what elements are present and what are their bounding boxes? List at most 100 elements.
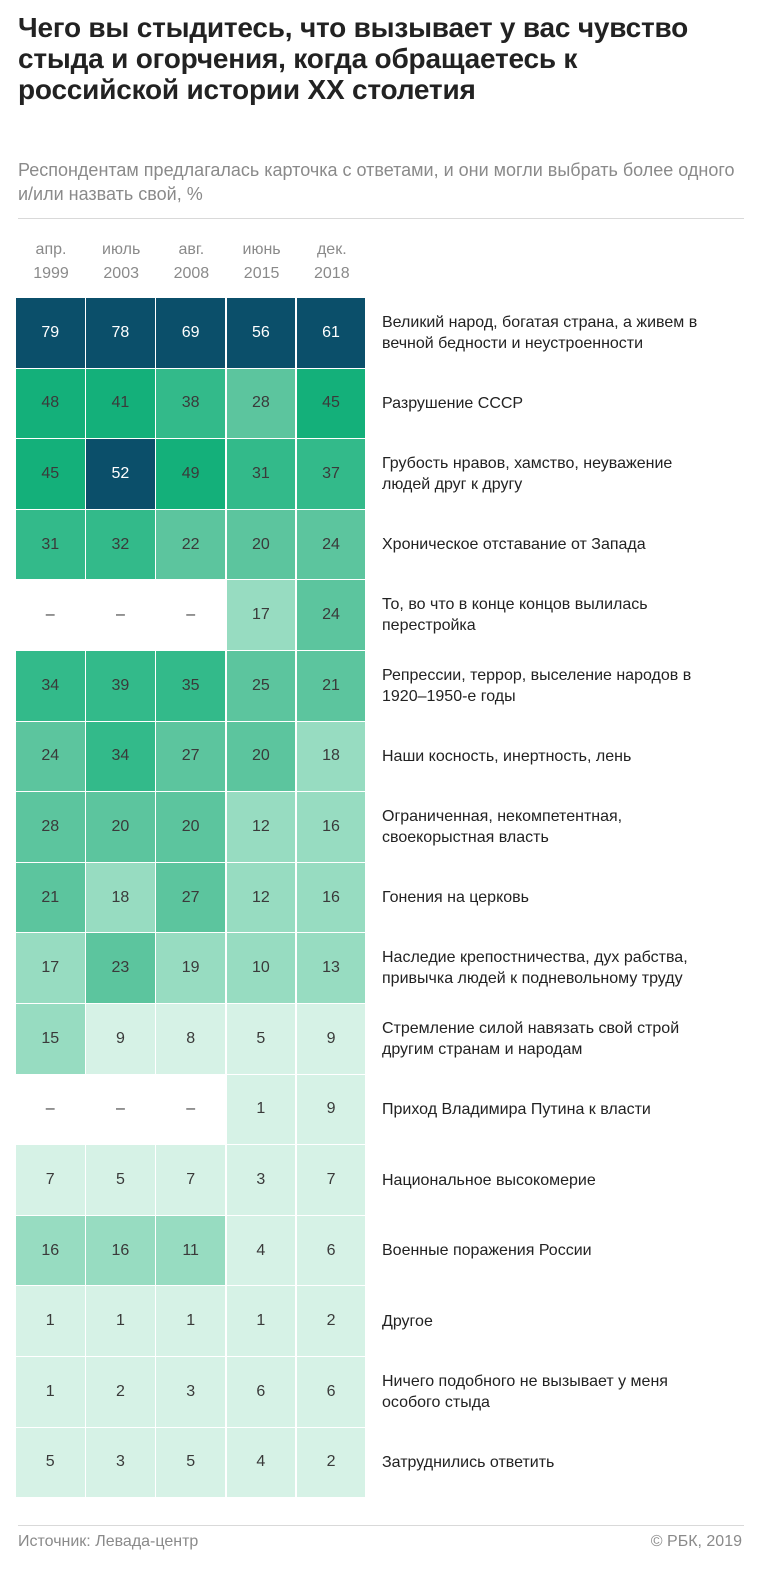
heatmap-cell: 4 [226,1427,296,1498]
row-label: Грубость нравов, хамство, неуважение люд… [382,455,673,494]
heatmap-cell: 1 [226,1074,296,1145]
row-label: Наследие крепостничества, дух рабства, п… [382,949,688,988]
heatmap-cell: 34 [86,721,155,792]
heatmap-cell: 52 [86,439,155,509]
row-label: Разрушение СССР [382,395,524,413]
row-label: То, во что в конце концов вылилась перес… [382,596,648,635]
row-label: Затруднились ответить [382,1454,555,1472]
heatmap-cell: 5 [86,1145,155,1215]
heatmap-cell: 49 [156,439,225,509]
heatmap-cell: 2 [296,1427,366,1498]
heatmap-cell: 18 [86,862,155,933]
column-header-year: 1999 [33,265,69,282]
heatmap-cell: 5 [226,1004,296,1074]
heatmap-row: 7 5 7 3 7 Национальное высокомерие [16,1145,744,1216]
heatmap-cell: 16 [296,792,366,862]
row-label: Военные поражения России [382,1242,592,1260]
heatmap-cell: 32 [86,509,155,580]
heatmap-cell: 25 [226,651,296,721]
heatmap-cell: 35 [156,651,225,721]
row-label: Репрессии, террор, выселение народов в 1… [382,667,692,705]
heatmap-cell: 3 [226,1145,296,1215]
copyright-note: © РБК, 2019 [650,1533,742,1550]
column-header-month: июль [102,241,141,258]
row-label: Ограниченная, некомпетентная, своекорыст… [382,808,623,847]
column-header-year: 2018 [314,265,350,282]
heatmap-cell: 12 [226,792,296,862]
heatmap-cell: 34 [16,651,85,721]
source-note: Источник: Левада-центр [18,1533,199,1550]
heatmap-cell: 37 [296,439,366,509]
heatmap-cell: 23 [86,933,155,1003]
heatmap-cell: 6 [296,1215,366,1286]
heatmap-cell: 20 [86,792,155,862]
heatmap-row: 16 16 11 4 6 Военные поражения России [16,1215,744,1287]
heatmap-cell: 7 [296,1145,366,1215]
heatmap-cell: 21 [16,862,85,933]
heatmap-cell: 1 [16,1357,85,1427]
chart-subtitle: Респондентам предлагалась карточка с отв… [18,160,735,204]
heatmap-row: 5 3 5 4 2 Затруднились ответить [16,1427,744,1499]
heatmap-cell: 28 [16,792,85,862]
heatmap-cell: 4 [226,1215,296,1286]
heatmap-cell: 1 [226,1286,296,1356]
column-header-month: дек. [316,241,347,258]
heatmap-cell: 2 [296,1286,366,1356]
heatmap-cell: 6 [296,1357,366,1427]
heatmap-cell: 2 [86,1357,155,1427]
heatmap-cell: 9 [296,1074,366,1145]
heatmap-cell: 7 [16,1145,85,1215]
heatmap-cell: 9 [296,1004,366,1074]
heatmap-cell: 10 [226,933,296,1003]
column-header-month: апр. [35,241,67,258]
heatmap-cell: – [86,580,155,650]
row-label: Стремление силой навязать свой строй дру… [382,1020,680,1058]
row-label: Великий народ, богатая страна, а живем в… [382,314,698,352]
row-label: Ничего подобного не вызывает у меня особ… [382,1373,668,1411]
heatmap-cell: 31 [16,509,85,580]
heatmap-cell: 48 [16,368,85,439]
heatmap-cell: 27 [156,721,225,792]
heatmap-cell: 79 [16,298,85,368]
heatmap-cell: 12 [226,862,296,933]
heatmap-row: – – –1 9 Приход Владимира Путина к власти [16,1074,744,1146]
row-label: Наши косность, инертность, лень [382,748,632,766]
column-header-year: 2008 [173,265,210,282]
heatmap-cell: 16 [16,1215,85,1286]
heatmap-cell: 20 [226,721,296,792]
heatmap-cell: 56 [226,298,296,368]
heatmap-row: 1 2 3 6 6 Ничего подобного не вызывает у меня… [16,1357,744,1428]
heatmap-cell: 7 [156,1145,225,1215]
heatmap-row: 31 32 22 20 24 Хроническое отставание от Запа… [16,509,744,581]
heatmap-cell: 21 [296,651,366,721]
heatmap-cell: 31 [226,439,296,509]
heatmap-cell: 39 [86,651,155,721]
heatmap-row: 17 23 19 10 13 Наследие крепостничества, дух … [16,933,744,1004]
heatmap-cell: 15 [16,1004,85,1074]
heatmap-row: 79 78 69 56 61 Великий народ, богатая страна,… [16,298,744,369]
column-header: июль 2003 [86,238,156,286]
heatmap-cell: – [156,580,225,650]
heatmap-cell: 22 [156,509,225,580]
heatmap-cell: – [86,1074,155,1145]
row-label: Другое [382,1312,433,1330]
heatmap-cell: 1 [16,1286,85,1356]
heatmap-cell: 41 [86,368,155,439]
heatmap-row: 48 41 38 28 45 Разрушение СССР [16,368,744,440]
heatmap-cell: 38 [156,368,225,439]
top-divider [18,218,744,219]
column-header-year: 2003 [103,265,139,282]
heatmap-cell: 19 [156,933,225,1003]
heatmap-cell: 18 [296,721,366,792]
column-header: июнь 2015 [227,238,297,286]
heatmap-cell: 9 [86,1004,155,1074]
heatmap-cell: 11 [156,1215,225,1286]
bottom-divider [18,1525,744,1526]
heatmap-cell: 1 [86,1286,155,1356]
heatmap-cell: 24 [296,509,366,580]
heatmap-cell: – [16,580,85,650]
column-header-month: авг. [178,241,205,258]
heatmap-cell: 45 [296,368,366,439]
heatmap-cell: 6 [226,1357,296,1427]
heatmap-cell: 16 [296,862,366,933]
